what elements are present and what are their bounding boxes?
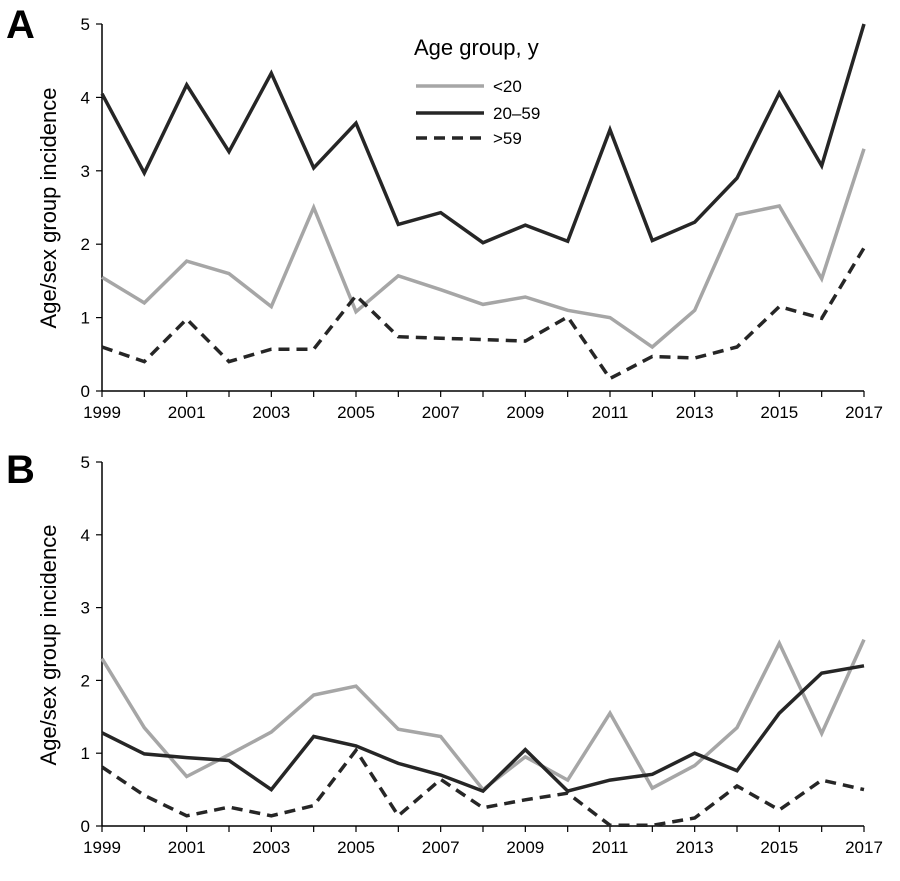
panel-b-series-20-59 xyxy=(101,664,865,794)
legend-title: Age group, y xyxy=(414,35,539,60)
legend-label-over-59: >59 xyxy=(493,129,522,148)
panel-a-x-tick-label: 1999 xyxy=(83,403,121,422)
legend-label-20-59: 20–59 xyxy=(493,104,540,123)
panel-a-axes: 0 1 2 3 4 5 1999 2001 2003 2005 2007 2009 2011 2013 20… xyxy=(81,15,883,422)
panel-a-y-tick-label: 0 xyxy=(81,382,90,401)
panel-b-x-tick-label: 2015 xyxy=(760,838,798,857)
panel-a-x-tick-label: 2013 xyxy=(676,403,714,422)
panel-b-x-tick-label: 2003 xyxy=(252,838,290,857)
panel-b-series-under-20 xyxy=(100,638,866,793)
panel-a-y-axis-label: Age/sex group incidence xyxy=(36,88,61,329)
panel-b-series-lines xyxy=(100,638,866,828)
panel-a-y-tick-label: 5 xyxy=(81,15,90,34)
panel-b-y-tick-label: 0 xyxy=(81,817,90,836)
panel-a-x-tick-label: 2017 xyxy=(845,403,883,422)
panel-a-x-tick-label: 2005 xyxy=(337,403,375,422)
panel-b-y-tick-label: 2 xyxy=(81,671,90,690)
panel-b-y-tick-label: 1 xyxy=(81,744,90,763)
panel-b-y-tick-label: 4 xyxy=(81,526,90,545)
panel-b-x-tick-label: 2009 xyxy=(506,838,544,857)
panel-b-x-tick-label: 2017 xyxy=(845,838,883,857)
panel-b-x-tick-label: 2013 xyxy=(676,838,714,857)
panel-b-x-tick-label: 2001 xyxy=(168,838,206,857)
panel-b-x-tick-label: 2007 xyxy=(422,838,460,857)
panel-b-y-axis-label: Age/sex group incidence xyxy=(36,525,61,766)
panel-a-x-tick-label: 2009 xyxy=(506,403,544,422)
panel-b: B Age/sex group incidence 0 1 2 3 4 5 1999 2001… xyxy=(6,448,883,857)
panel-a-x-tick-label: 2001 xyxy=(168,403,206,422)
panel-b-y-tick-label: 3 xyxy=(81,599,90,618)
legend-label-under-20: <20 xyxy=(493,77,522,96)
legend: Age group, y <20 20–59 >59 xyxy=(414,35,540,148)
panel-a-series-over-59 xyxy=(101,246,866,381)
panel-a-y-tick-label: 2 xyxy=(81,235,90,254)
panel-a-y-tick-label: 4 xyxy=(81,88,90,107)
panel-b-x-tick-label: 1999 xyxy=(83,838,121,857)
panel-a-series-20-59 xyxy=(100,23,866,245)
panel-a-series-lines xyxy=(100,23,866,381)
panel-a-letter: A xyxy=(6,3,35,47)
panel-a: A Age/sex group incidence 0 1 2 3 4 5 1999 2001… xyxy=(6,3,883,422)
panel-a-x-tick-label: 2015 xyxy=(760,403,798,422)
panel-a-x-tick-label: 2007 xyxy=(422,403,460,422)
panel-b-x-tick-label: 2011 xyxy=(592,838,629,857)
panel-b-letter: B xyxy=(6,448,35,492)
panel-b-axes: 0 1 2 3 4 5 1999 2001 2003 2005 2007 2009 2011 2013 20… xyxy=(81,453,883,857)
panel-a-x-tick-label: 2011 xyxy=(592,403,629,422)
panel-a-x-tick-label: 2003 xyxy=(252,403,290,422)
panel-b-series-over-59 xyxy=(101,747,865,828)
panel-a-y-tick-label: 1 xyxy=(81,309,90,328)
panel-b-x-tick-label: 2005 xyxy=(337,838,375,857)
panel-a-y-tick-label: 3 xyxy=(81,162,90,181)
panel-a-series-under-20 xyxy=(101,148,866,350)
panel-b-y-tick-label: 5 xyxy=(81,453,90,472)
